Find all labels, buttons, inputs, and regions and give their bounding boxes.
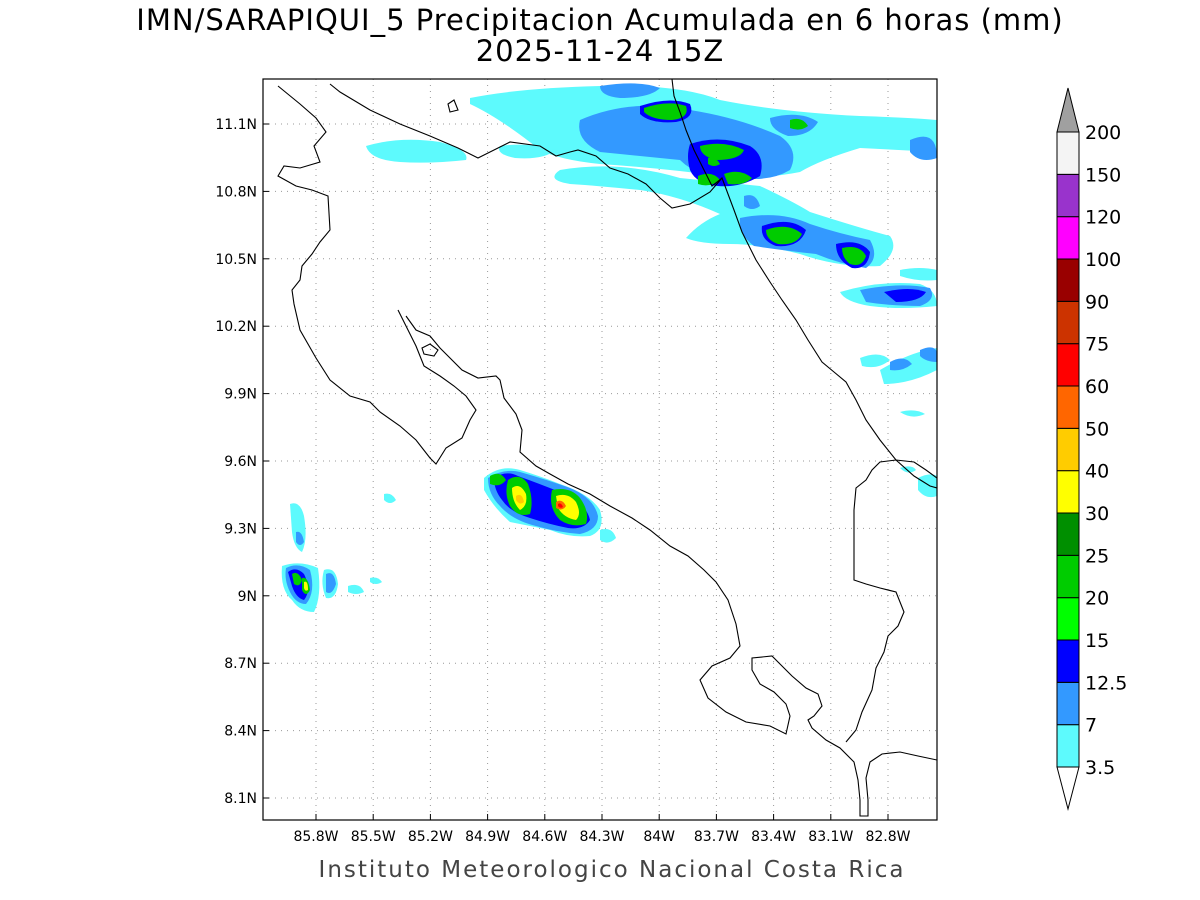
colorbar-label: 60 [1085,376,1109,398]
colorbar-label: 50 [1085,418,1109,440]
y-tick-label: 9.9N [224,387,257,403]
colorbar-swatch [1056,554,1080,599]
y-tick-label: 10.5N [215,252,257,268]
colorbar-swatch [1056,512,1080,556]
colorbar-swatch [1056,724,1080,768]
x-tick-label: 85.2W [408,829,453,845]
colorbar-label: 40 [1085,461,1109,483]
colorbar-swatch [1056,173,1080,218]
y-tick-label: 8.7N [224,656,257,672]
map-frame [262,78,938,821]
y-tick-label: 9N [238,589,257,605]
footer-credit: Instituto Meteorologico Nacional Costa R… [319,857,906,883]
precipitation-field [281,83,937,612]
colorbar-swatch [1056,258,1080,302]
map-subtitle: 2025-11-24 15Z [476,34,725,68]
colorbar-swatch [1056,427,1080,472]
y-tick-label: 10.2N [215,319,257,335]
colorbar-label: 20 [1085,588,1109,610]
colorbar-label: 30 [1085,503,1109,525]
x-tick-label: 84W [643,829,675,845]
colorbar-label: 200 [1085,122,1121,144]
y-tick-label: 10.8N [215,184,257,200]
x-tick-label: 84.9W [465,829,510,845]
colorbar-over-triangle [1056,87,1080,133]
y-tick-label: 8.4N [224,724,257,740]
y-tick-label: 11.1N [215,117,257,133]
colorbar-swatch [1056,470,1080,514]
colorbar-under-triangle [1056,766,1080,811]
colorbar: 3.5 7 12.5 15 20 25 30 40 50 60 75 90 100 120 150 200 [1056,87,1127,811]
colorbar-swatch [1056,597,1080,641]
y-tick-label: 8.1N [224,791,257,807]
colorbar-swatch [1056,639,1080,683]
colorbar-swatch [1056,216,1080,260]
coastline [277,79,937,817]
x-tick-label: 84.6W [522,829,567,845]
map-title: IMN/SARAPIQUI_5 Precipitacion Acumulada … [136,3,1063,37]
x-tick-label: 82.8W [865,829,910,845]
colorbar-label: 75 [1085,334,1109,356]
y-tick-label: 9.6N [224,454,257,470]
x-tick-label: 83.1W [808,829,853,845]
colorbar-swatch [1056,385,1080,429]
x-tick-label: 85.8W [293,829,338,845]
colorbar-swatch [1056,343,1080,387]
y-tick-label: 9.3N [224,521,257,537]
x-tick-label: 84.3W [579,829,624,845]
x-tick-label: 83.4W [751,829,796,845]
x-tick-label: 85.5W [351,829,396,845]
colorbar-label: 150 [1085,164,1121,186]
colorbar-label: 12.5 [1085,672,1127,694]
colorbar-label: 7 [1085,715,1097,737]
x-tick-label: 83.7W [694,829,739,845]
colorbar-swatch [1056,681,1080,726]
colorbar-swatch [1056,300,1080,345]
colorbar-label: 3.5 [1085,757,1115,779]
colorbar-label: 120 [1085,207,1121,229]
colorbar-label: 25 [1085,545,1109,567]
colorbar-label: 90 [1085,291,1109,313]
colorbar-label: 15 [1085,630,1109,652]
map-area [263,79,937,820]
colorbar-swatch [1056,131,1080,175]
colorbar-label: 100 [1085,249,1121,271]
